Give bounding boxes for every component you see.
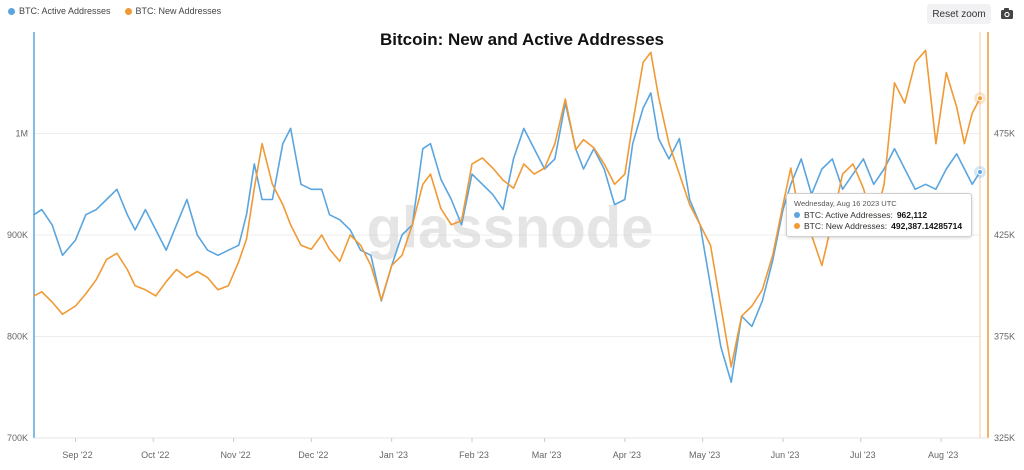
left-axis-ticks: 700K 800K 900K 1M (7, 129, 28, 444)
legend-label: BTC: Active Addresses (19, 6, 111, 16)
left-axis-tick-label: 1M (15, 129, 28, 139)
legend-item-active-addresses[interactable]: BTC: Active Addresses (8, 6, 111, 16)
new-addresses-dot-icon (794, 223, 800, 229)
legend-label: BTC: New Addresses (135, 6, 222, 16)
x-axis-tick-label: Nov '22 (220, 450, 250, 460)
legend: BTC: Active Addresses BTC: New Addresses (8, 6, 221, 16)
x-axis-tick-label: Oct '22 (141, 450, 169, 460)
hover-point-new-addresses (977, 95, 983, 102)
x-axis-ticks: Sep '22 Oct '22 Nov '22 Dec '22 Jan '23 Feb '… (62, 438, 958, 460)
tooltip-active-value: 962,112 (896, 210, 928, 220)
x-axis-tick-label: Feb '23 (459, 450, 489, 460)
active-addresses-dot-icon (794, 212, 800, 218)
x-axis-tick-label: Apr '23 (613, 450, 641, 460)
left-axis-tick-label: 900K (7, 230, 28, 240)
tooltip-row-new: BTC: New Addresses: 492,387.14285714 (794, 221, 962, 231)
hover-point-active-addresses (977, 168, 983, 175)
x-axis-tick-label: Sep '22 (62, 450, 92, 460)
tooltip-date: Wednesday, Aug 16 2023 UTC (794, 199, 897, 208)
left-axis-tick-label: 700K (7, 433, 28, 443)
left-axis-tick-label: 800K (7, 332, 28, 342)
hover-markers (974, 92, 986, 178)
right-axis-tick-label: 325K (994, 433, 1015, 443)
x-axis-tick-label: Dec '22 (298, 450, 328, 460)
camera-button[interactable] (996, 4, 1018, 24)
tooltip-new-label: BTC: New Addresses: (804, 221, 888, 231)
series-line-new-addresses (33, 49, 981, 368)
reset-zoom-button[interactable]: Reset zoom (927, 4, 991, 24)
grid-lines (34, 133, 980, 439)
camera-icon (1001, 8, 1013, 19)
x-axis-tick-label: Aug '23 (928, 450, 958, 460)
chart-title: Bitcoin: New and Active Addresses (379, 30, 665, 49)
x-axis-tick-label: Jul '23 (850, 450, 876, 460)
active-addresses-dot-icon (8, 7, 15, 15)
x-axis-tick-label: Jan '23 (379, 450, 408, 460)
legend-item-new-addresses[interactable]: BTC: New Addresses (124, 6, 222, 16)
right-axis-tick-label: 375K (994, 332, 1015, 342)
tooltip-row-active: BTC: Active Addresses: 962,112 (794, 210, 927, 220)
right-axis-ticks: 325K 375K 425K 475K (994, 129, 1015, 444)
series-layer (33, 49, 981, 384)
right-axis-tick-label: 425K (994, 230, 1015, 240)
x-axis-tick-label: Jun '23 (771, 450, 800, 460)
tooltip-new-value: 492,387.14285714 (891, 221, 963, 231)
new-addresses-dot-icon (124, 7, 132, 15)
hover-tooltip: Wednesday, Aug 16 2023 UTC BTC: Active A… (786, 193, 972, 237)
right-axis-tick-label: 475K (994, 129, 1015, 139)
x-axis-tick-label: May '23 (689, 450, 720, 460)
tooltip-active-label: BTC: Active Addresses: (804, 210, 893, 220)
x-axis-tick-label: Mar '23 (532, 450, 562, 460)
